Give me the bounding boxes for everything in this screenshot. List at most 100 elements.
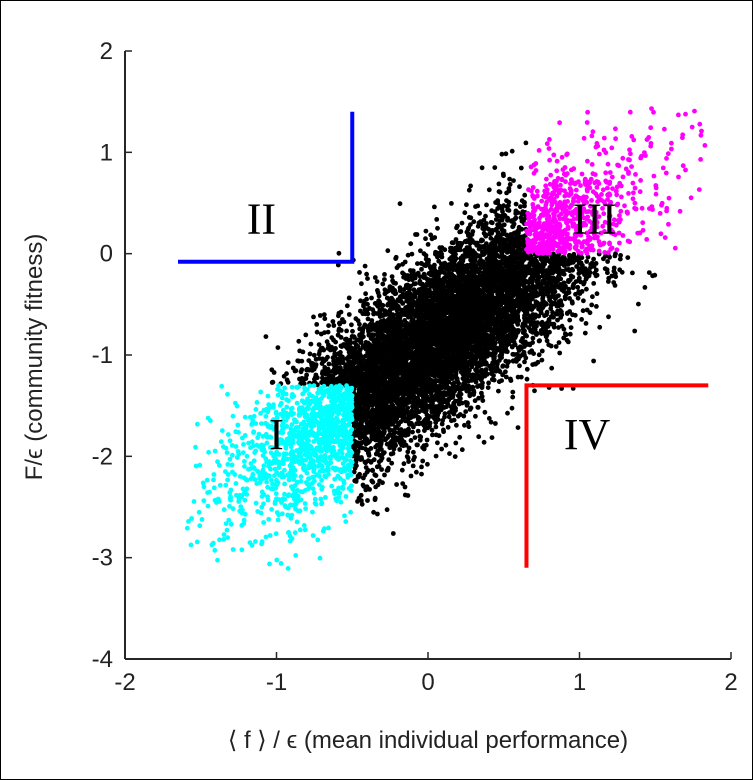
scatter-point [561, 335, 567, 341]
scatter-point [384, 507, 390, 513]
scatter-point [481, 439, 487, 445]
scatter-point [496, 388, 501, 394]
scatter-point [439, 446, 444, 452]
scatter-point [346, 312, 352, 317]
scatter-point [419, 471, 424, 477]
scatter-point [311, 314, 316, 320]
scatter-point [397, 294, 403, 300]
scatter-point [569, 299, 575, 305]
scatter-point [583, 321, 589, 326]
scatter-point [372, 497, 378, 503]
scatter-point [476, 434, 482, 440]
scatter-point [415, 414, 421, 420]
scatter-point [496, 189, 502, 195]
scatter-point [374, 279, 380, 284]
scatter-point [369, 295, 374, 301]
scatter-point [478, 238, 484, 244]
scatter-point [477, 210, 482, 216]
scatter-point [522, 192, 528, 198]
scatter-point [506, 332, 512, 338]
scatter-point [516, 224, 522, 230]
scatter-point [340, 317, 345, 322]
scatter-point [584, 259, 590, 264]
scatter-point [507, 182, 513, 187]
scatter-point [263, 334, 269, 339]
scatter-point [482, 409, 488, 415]
scatter-point [468, 405, 474, 411]
scatter-point [410, 463, 416, 469]
scatter-point [394, 265, 400, 271]
scatter-point [363, 311, 368, 317]
scatter-point [426, 271, 432, 276]
scatter-point [612, 253, 618, 259]
scatter-point [463, 400, 468, 405]
scatter-point [317, 313, 323, 318]
scatter-point [461, 413, 467, 419]
scatter-point [414, 469, 419, 475]
scatter-point [539, 348, 545, 354]
scatter-point [271, 370, 277, 375]
scatter-point [414, 406, 420, 412]
scatter-point [400, 301, 406, 306]
scatter-point [519, 198, 525, 204]
scatter-point [385, 248, 391, 254]
scatter-point [503, 151, 509, 157]
scatter-point [510, 389, 516, 395]
scatter-point [479, 165, 485, 171]
scatter-point [567, 331, 573, 337]
scatter-point [285, 360, 291, 365]
scatter-point [557, 350, 563, 356]
scatter-point [372, 472, 378, 478]
scatter-point [359, 281, 364, 287]
scatter-point [524, 366, 530, 372]
scatter-point [589, 260, 595, 266]
scatter-point [307, 351, 313, 357]
scatter-point [519, 211, 525, 217]
scatter-point [275, 345, 281, 350]
scatter-point [349, 322, 354, 328]
scatter-point [452, 454, 458, 459]
scatter-point [364, 296, 369, 302]
scatter-point [284, 371, 289, 377]
scatter-point [365, 316, 371, 322]
scatter-point [499, 352, 505, 358]
scatter-point [582, 330, 588, 336]
scatter-point [517, 363, 522, 369]
scatter-point [405, 252, 411, 258]
scatter-point [507, 176, 512, 182]
scatter-point [411, 457, 416, 463]
scatter-point [379, 467, 384, 472]
scatter-point [394, 482, 399, 487]
scatter-point [425, 461, 430, 467]
scatter-point [453, 237, 459, 242]
scatter-point [344, 303, 350, 309]
scatter-point [433, 424, 439, 430]
scatter-point [451, 240, 456, 246]
scatter-point [437, 245, 443, 251]
scatter-point [522, 359, 527, 365]
scatter-point [428, 232, 434, 238]
scatter-point [384, 295, 390, 301]
scatter-point [511, 178, 516, 184]
scatter-point [414, 442, 420, 448]
scatter-point [465, 420, 471, 426]
scatter-point [518, 204, 523, 210]
scatter-point [399, 467, 405, 473]
scatter-point [449, 201, 454, 206]
scatter-point [493, 421, 498, 426]
scatter-point [451, 400, 457, 406]
scatter-point [362, 263, 368, 269]
scatter-point [462, 210, 468, 216]
scatter-point [367, 439, 372, 444]
scatter-point [367, 487, 372, 492]
scatter-point [529, 348, 535, 354]
scatter-point [360, 482, 366, 488]
scatter-point [518, 338, 524, 344]
scatter-point [488, 220, 494, 225]
scatter-point [350, 328, 355, 334]
scatter-point [611, 280, 617, 285]
scatter-point [371, 310, 377, 315]
scatter-point [459, 447, 465, 453]
scatter-point [454, 422, 459, 428]
scatter-point [324, 339, 330, 345]
